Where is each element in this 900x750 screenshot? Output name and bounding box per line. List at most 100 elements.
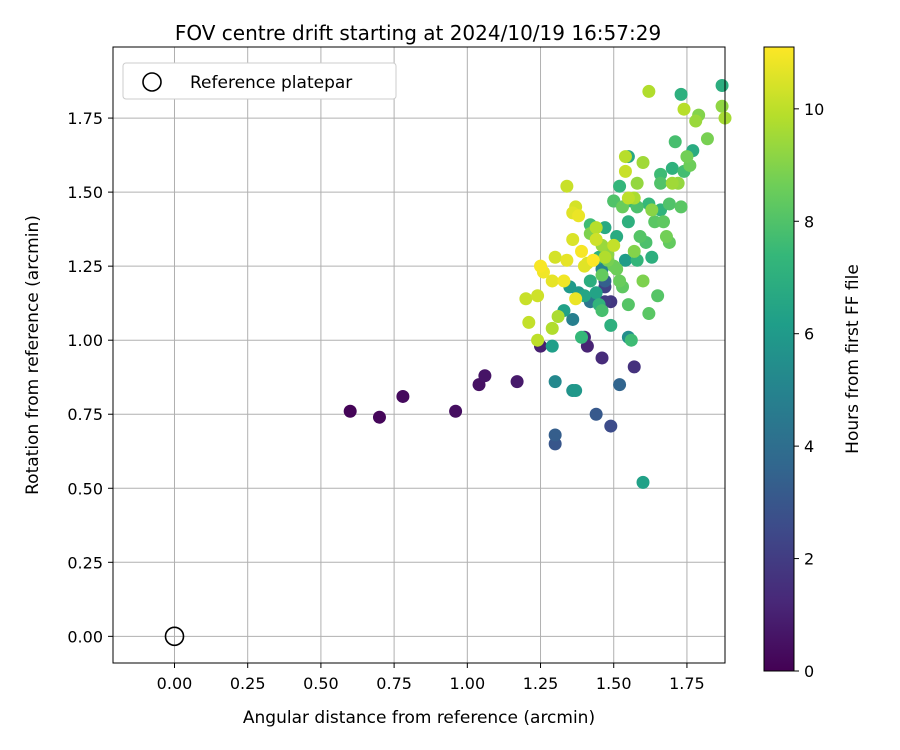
data-point bbox=[621, 298, 635, 312]
data-point bbox=[613, 274, 627, 288]
legend: Reference platepar bbox=[122, 62, 397, 100]
data-point bbox=[665, 161, 679, 175]
data-point bbox=[557, 274, 571, 288]
x-tick-label: 0.50 bbox=[303, 674, 339, 693]
data-point bbox=[548, 437, 562, 451]
colorbar-tick-label: 4 bbox=[804, 437, 814, 456]
data-point bbox=[674, 87, 688, 101]
colorbar-tick-label: 8 bbox=[804, 212, 814, 231]
data-point bbox=[545, 321, 559, 335]
data-point bbox=[665, 176, 679, 190]
scatter-points bbox=[343, 79, 732, 489]
data-point bbox=[510, 375, 524, 389]
data-point bbox=[589, 286, 603, 300]
data-point bbox=[604, 419, 618, 433]
data-point bbox=[627, 244, 641, 258]
data-point bbox=[343, 404, 357, 418]
data-point bbox=[654, 176, 668, 190]
data-point bbox=[575, 330, 589, 344]
data-point bbox=[575, 244, 589, 258]
data-point bbox=[560, 179, 574, 193]
y-tick-label: 1.25 bbox=[67, 257, 103, 276]
colorbar-gradient bbox=[764, 47, 794, 671]
data-point bbox=[522, 315, 536, 329]
y-tick-label: 1.50 bbox=[67, 183, 103, 202]
y-axis-label: Rotation from reference (arcmin) bbox=[23, 215, 43, 495]
data-point bbox=[651, 289, 665, 303]
data-point bbox=[618, 164, 632, 178]
data-point bbox=[519, 292, 533, 306]
x-tick-label: 1.75 bbox=[669, 674, 705, 693]
x-tick-label: 0.75 bbox=[376, 674, 412, 693]
y-tick-label: 0.25 bbox=[67, 553, 103, 572]
data-point bbox=[560, 253, 574, 267]
legend-marker-icon bbox=[142, 72, 162, 92]
data-point bbox=[396, 389, 410, 403]
data-point bbox=[618, 253, 632, 267]
colorbar-ticks: 0 2 4 6 8 10 bbox=[794, 100, 824, 681]
data-point bbox=[589, 407, 603, 421]
data-point bbox=[607, 238, 621, 252]
y-tick-label: 1.75 bbox=[67, 109, 103, 128]
data-point bbox=[595, 268, 609, 282]
y-axis-ticks: 0.00 0.25 0.50 0.75 1.00 1.25 1.50 1.75 bbox=[67, 109, 113, 646]
y-tick-label: 0.75 bbox=[67, 405, 103, 424]
legend-label: Reference platepar bbox=[190, 73, 352, 93]
data-point bbox=[531, 333, 545, 347]
colorbar-label: Hours from first FF file bbox=[843, 264, 863, 454]
data-point bbox=[654, 167, 668, 181]
data-point bbox=[642, 84, 656, 98]
x-tick-label: 1.00 bbox=[450, 674, 486, 693]
x-tick-label: 0.00 bbox=[157, 674, 193, 693]
data-point bbox=[636, 274, 650, 288]
chart-title: FOV centre drift starting at 2024/10/19 … bbox=[175, 21, 661, 45]
data-point bbox=[548, 375, 562, 389]
data-point bbox=[566, 312, 580, 326]
data-point bbox=[595, 304, 609, 318]
y-tick-label: 0.50 bbox=[67, 479, 103, 498]
data-point bbox=[449, 404, 463, 418]
data-point bbox=[645, 203, 659, 217]
data-point bbox=[659, 230, 673, 244]
data-point bbox=[689, 114, 703, 128]
data-point bbox=[548, 428, 562, 442]
y-tick-label: 1.00 bbox=[67, 331, 103, 350]
data-point bbox=[478, 369, 492, 383]
data-point bbox=[700, 132, 714, 146]
colorbar-tick-label: 0 bbox=[804, 662, 814, 681]
data-point bbox=[662, 197, 676, 211]
data-point bbox=[613, 378, 627, 392]
data-point bbox=[636, 156, 650, 169]
data-point bbox=[372, 410, 386, 424]
data-point bbox=[595, 351, 609, 365]
data-point bbox=[674, 200, 688, 214]
data-point bbox=[621, 215, 635, 229]
x-axis-label: Angular distance from reference (arcmin) bbox=[243, 708, 595, 728]
data-point bbox=[677, 102, 691, 116]
reference-platepar-marker bbox=[164, 626, 185, 647]
x-axis-ticks: 0.00 0.25 0.50 0.75 1.00 1.25 1.50 1.75 bbox=[157, 663, 705, 693]
data-point bbox=[633, 230, 647, 244]
data-point bbox=[630, 176, 644, 190]
data-point bbox=[589, 233, 603, 246]
y-tick-label: 0.00 bbox=[67, 627, 103, 646]
colorbar-tick-label: 10 bbox=[804, 100, 824, 119]
data-point bbox=[569, 292, 583, 306]
colorbar: 0 2 4 6 8 10 Hours from first FF file bbox=[763, 46, 863, 681]
data-point bbox=[566, 233, 580, 246]
data-point bbox=[624, 333, 638, 347]
x-tick-label: 1.50 bbox=[596, 674, 632, 693]
data-point bbox=[586, 253, 600, 267]
data-point bbox=[657, 215, 671, 229]
x-tick-label: 1.25 bbox=[523, 674, 559, 693]
colorbar-tick-label: 6 bbox=[804, 325, 814, 344]
data-point bbox=[636, 475, 650, 489]
data-point bbox=[548, 250, 562, 264]
data-point bbox=[583, 274, 597, 288]
data-point bbox=[551, 310, 565, 323]
data-point bbox=[680, 150, 694, 164]
data-point bbox=[621, 191, 635, 205]
data-point bbox=[534, 259, 548, 273]
data-point bbox=[642, 307, 656, 321]
